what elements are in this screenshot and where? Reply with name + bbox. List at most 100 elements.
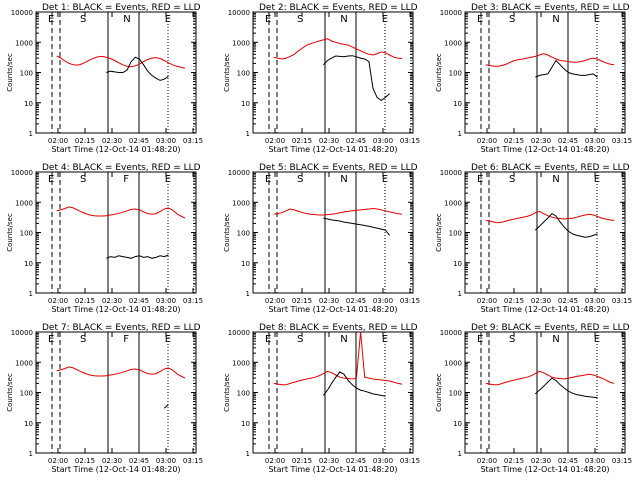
panel-title: Det 6: BLACK = Events, RED = LLD <box>471 163 630 173</box>
region-flag: E <box>48 14 54 25</box>
xtick-label: 02:45 <box>558 457 578 465</box>
ytick-label: 1 <box>246 130 250 138</box>
xtick-label: 03:15 <box>612 137 632 145</box>
ytick-label: 1000 <box>15 199 33 207</box>
y-axis-title: Counts/sec <box>6 373 14 412</box>
region-flag: N <box>123 14 130 25</box>
panel-title: Det 8: BLACK = Events, RED = LLD <box>259 323 418 333</box>
region-flag: E <box>265 334 271 345</box>
panel-title: Det 1: BLACK = Events, RED = LLD <box>42 3 201 13</box>
ytick-label: 1 <box>458 450 462 458</box>
ytick-label: 1 <box>29 290 33 298</box>
region-flag: N <box>340 334 347 345</box>
ytick-label: 1000 <box>444 39 462 47</box>
region-flag: E <box>265 14 271 25</box>
ytick-label: 10000 <box>440 329 462 337</box>
region-flag: E <box>265 174 271 185</box>
region-flag: E <box>165 334 171 345</box>
y-axis-title: Counts/sec <box>6 53 14 92</box>
lld-series-line <box>485 53 615 67</box>
ytick-label: 1000 <box>15 359 33 367</box>
region-flag: E <box>165 14 171 25</box>
y-axis-title: Counts/sec <box>6 213 14 252</box>
det-panel: Det 1: BLACK = Events, RED = LLD 1 10 100 10… <box>6 3 203 154</box>
region-flag: E <box>594 14 600 25</box>
xtick-label: 02:15 <box>292 457 312 465</box>
lld-series-line <box>485 370 615 386</box>
panel-title: Det 9: BLACK = Events, RED = LLD <box>471 323 630 333</box>
region-flag: N <box>552 14 559 25</box>
xtick-label: 03:15 <box>183 457 203 465</box>
panel-title: Det 7: BLACK = Events, RED = LLD <box>42 323 201 333</box>
region-flag: S <box>509 174 515 185</box>
lld-series-line <box>273 331 403 386</box>
ytick-label: 1000 <box>232 199 250 207</box>
region-flag: S <box>80 334 86 345</box>
ytick-label: 10 <box>24 420 33 428</box>
xtick-label: 03:00 <box>373 297 393 305</box>
xtick-label: 03:15 <box>612 297 632 305</box>
xtick-label: 03:15 <box>612 457 632 465</box>
xtick-label: 02:15 <box>292 137 312 145</box>
events-series-line <box>106 56 169 81</box>
region-flag: N <box>552 334 559 345</box>
region-flag: E <box>382 174 388 185</box>
region-flag: E <box>594 174 600 185</box>
xtick-label: 02:30 <box>319 137 339 145</box>
xtick-label: 02:45 <box>346 137 366 145</box>
ytick-label: 100 <box>237 230 250 238</box>
x-axis-title: Start Time (12-Oct-14 01:48:20) <box>268 305 397 314</box>
region-flag: E <box>477 14 483 25</box>
events-series-line <box>163 404 169 409</box>
region-flag: N <box>340 174 347 185</box>
lld-series-line <box>56 206 186 219</box>
xtick-label: 03:15 <box>400 297 420 305</box>
panel-title: Det 3: BLACK = Events, RED = LLD <box>471 3 630 13</box>
region-flag: N <box>340 14 347 25</box>
region-flag: E <box>477 174 483 185</box>
xtick-label: 02:00 <box>477 457 497 465</box>
events-series-line <box>323 217 390 236</box>
xtick-label: 02:30 <box>531 297 551 305</box>
xtick-label: 02:15 <box>504 297 524 305</box>
ytick-label: 100 <box>237 70 250 78</box>
ytick-label: 10 <box>24 260 33 268</box>
y-axis-title: Counts/sec <box>435 53 443 92</box>
ytick-label: 10000 <box>11 169 33 177</box>
ytick-label: 10000 <box>440 169 462 177</box>
xtick-label: 02:30 <box>531 137 551 145</box>
xtick-label: 03:00 <box>585 457 605 465</box>
ytick-label: 10000 <box>228 9 250 17</box>
ytick-label: 10 <box>241 100 250 108</box>
ytick-label: 1000 <box>232 39 250 47</box>
y-axis-title: Counts/sec <box>223 373 231 412</box>
xtick-label: 02:15 <box>75 457 95 465</box>
xtick-label: 02:00 <box>48 457 68 465</box>
ytick-label: 1000 <box>15 39 33 47</box>
xtick-label: 02:45 <box>346 297 366 305</box>
xtick-label: 02:30 <box>102 137 122 145</box>
ytick-label: 10000 <box>11 9 33 17</box>
xtick-label: 02:30 <box>102 297 122 305</box>
lld-series-line <box>273 38 403 60</box>
ytick-label: 1 <box>458 130 462 138</box>
xtick-label: 02:00 <box>265 457 285 465</box>
y-axis-title: Counts/sec <box>223 213 231 252</box>
xtick-label: 03:00 <box>373 457 393 465</box>
events-series-line <box>322 371 386 397</box>
det-panel: Det 6: BLACK = Events, RED = LLD 1 10 100 10… <box>435 163 632 314</box>
xtick-label: 02:30 <box>319 297 339 305</box>
region-flag: S <box>297 14 303 25</box>
ytick-label: 1 <box>246 290 250 298</box>
xtick-label: 02:30 <box>531 457 551 465</box>
xtick-label: 02:15 <box>504 457 524 465</box>
x-axis-title: Start Time (12-Oct-14 01:48:20) <box>51 145 180 154</box>
region-flag: S <box>80 14 86 25</box>
xtick-label: 02:00 <box>265 297 285 305</box>
ytick-label: 10 <box>453 420 462 428</box>
xtick-label: 03:00 <box>156 297 176 305</box>
ytick-label: 10000 <box>11 329 33 337</box>
xtick-label: 02:45 <box>129 457 149 465</box>
xtick-label: 02:30 <box>102 457 122 465</box>
